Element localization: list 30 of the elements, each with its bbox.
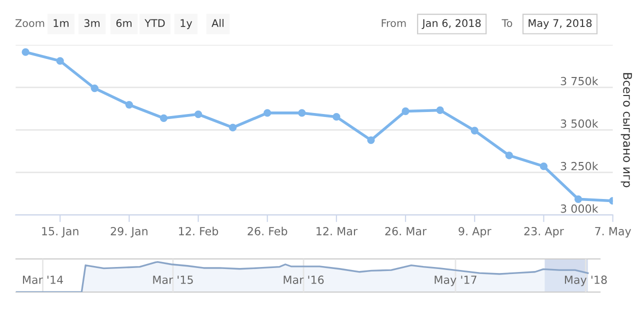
- text: Jan 6, 2018: [422, 19, 481, 29]
- x-tick-label: 9. Apr: [458, 226, 492, 238]
- x-tick-label: Mar '16: [284, 276, 324, 284]
- text: To: [502, 19, 512, 28]
- y-tick-label: 3 000k: [560, 204, 598, 213]
- x-tick-label: 23. Apr: [524, 226, 564, 238]
- x-tick-label: 29. Jan: [110, 226, 148, 238]
- y-axis-title: Всего сыграно игр: [620, 73, 632, 188]
- x-tick-label: 15. Jan: [42, 227, 78, 238]
- y-tick-label: 3 250k: [560, 162, 598, 170]
- x-tick-label: Mar '14: [23, 276, 63, 284]
- x-tick-label: 26. Feb: [248, 226, 288, 236]
- x-tick-label: May '18: [564, 276, 607, 286]
- text: 6m: [116, 19, 132, 28]
- text: May 7, 2018: [528, 19, 592, 30]
- text: 1y: [180, 19, 192, 30]
- x-tick-label: 12. Mar: [316, 226, 358, 236]
- x-tick-label: Mar '15: [153, 276, 193, 284]
- x-tick-label: May '17: [434, 276, 476, 286]
- text: 1m: [54, 19, 68, 27]
- y-tick-label: 3 500k: [560, 119, 598, 128]
- text: 3m: [84, 19, 100, 28]
- x-tick-label: 7. May: [595, 227, 632, 238]
- text: Zoom: [15, 19, 44, 28]
- y-tick-label: 3 750k: [560, 76, 598, 86]
- x-tick-label: 12. Feb: [179, 226, 218, 236]
- text: YTD: [144, 19, 165, 27]
- text: All: [212, 18, 224, 27]
- x-tick-label: 26. Mar: [385, 226, 427, 236]
- text: From: [382, 19, 406, 28]
